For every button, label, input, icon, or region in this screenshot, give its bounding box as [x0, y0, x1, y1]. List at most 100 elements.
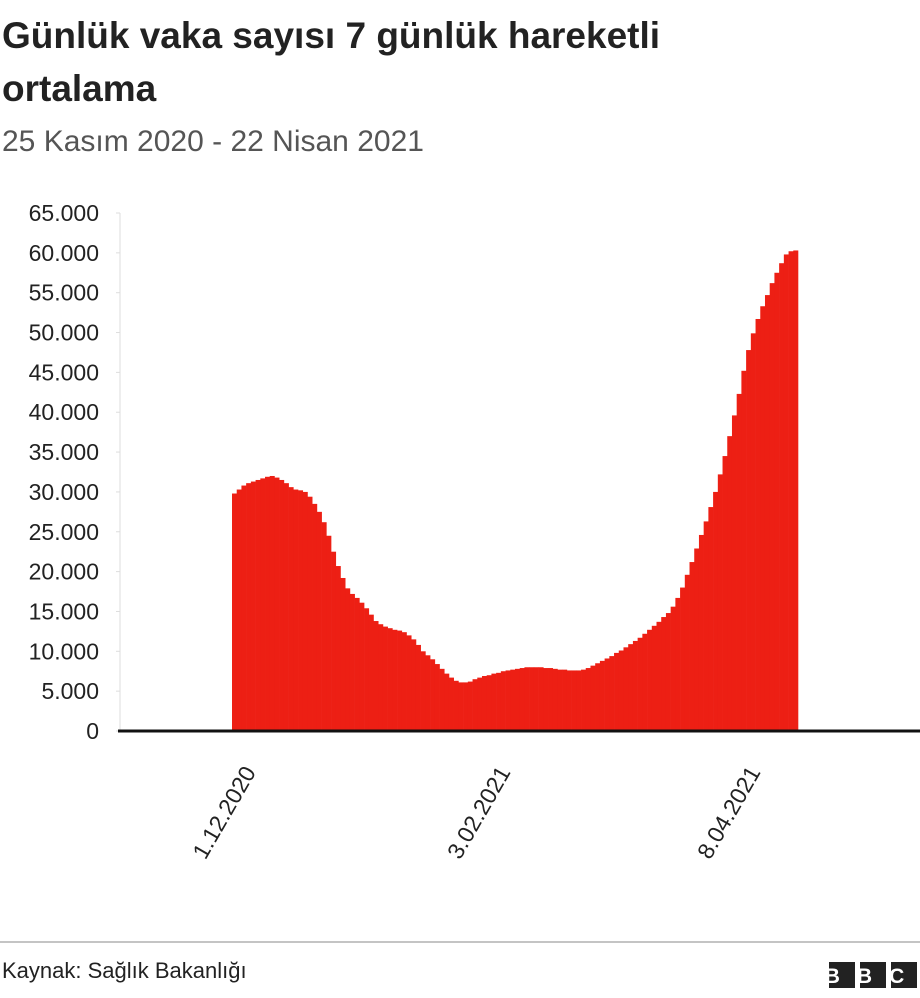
- bar: [321, 522, 327, 731]
- bar: [637, 637, 643, 731]
- bar: [236, 489, 242, 731]
- bar: [430, 659, 436, 731]
- bar: [614, 652, 620, 731]
- bar: [519, 668, 525, 731]
- y-tick-label: 50.000: [29, 320, 99, 346]
- bar: [448, 677, 454, 731]
- bar: [774, 272, 780, 731]
- y-tick-label: 10.000: [29, 638, 99, 664]
- bar: [486, 675, 492, 731]
- bar: [373, 621, 379, 731]
- bar: [595, 663, 601, 731]
- bar: [708, 507, 714, 731]
- bar: [694, 548, 700, 731]
- bar: [764, 295, 770, 731]
- bar: [552, 668, 558, 731]
- bar: [439, 668, 445, 731]
- y-tick-label: 65.000: [29, 200, 99, 226]
- bar: [269, 475, 275, 731]
- bar: [651, 625, 657, 731]
- y-tick-label: 45.000: [29, 359, 99, 385]
- bar: [727, 436, 733, 731]
- source: Kaynak: Sağlık Bakanlığı: [2, 958, 247, 983]
- bar: [302, 491, 308, 731]
- y-tick-label: 30.000: [29, 479, 99, 505]
- bar: [760, 306, 766, 731]
- bar: [415, 644, 421, 731]
- bar: [548, 668, 554, 731]
- bar: [260, 478, 266, 731]
- bar: [661, 617, 667, 731]
- bar: [354, 597, 360, 731]
- bar: [274, 477, 280, 731]
- bar: [293, 489, 299, 731]
- bar: [491, 673, 497, 731]
- bar: [675, 597, 681, 731]
- bar: [496, 672, 502, 731]
- bar: [656, 621, 662, 731]
- logo-text: BBC: [825, 965, 920, 988]
- bar: [477, 677, 483, 731]
- bar: [590, 665, 596, 731]
- y-tick-label: 35.000: [29, 439, 99, 465]
- bar: [298, 490, 304, 731]
- bar: [689, 562, 695, 731]
- bar: [481, 676, 487, 731]
- bar: [533, 667, 539, 731]
- bar: [632, 640, 638, 731]
- bar: [524, 667, 530, 731]
- bar: [788, 251, 794, 731]
- bar: [250, 481, 256, 731]
- bar: [783, 254, 789, 731]
- bar: [670, 606, 676, 731]
- bar: [326, 535, 332, 731]
- bar: [364, 608, 370, 731]
- bar: [232, 493, 238, 731]
- y-tick-label: 55.000: [29, 280, 99, 306]
- bar: [665, 613, 671, 731]
- bar: [335, 566, 341, 731]
- bar: [246, 483, 252, 731]
- bar: [265, 476, 271, 731]
- bar: [717, 474, 723, 731]
- bar: [434, 664, 440, 731]
- bar: [647, 629, 653, 731]
- bar: [368, 614, 374, 731]
- chart-subtitle: 25 Kasım 2020 - 22 Nisan 2021: [2, 125, 424, 158]
- logo: BBC: [825, 962, 920, 988]
- bar: [793, 250, 799, 731]
- bar: [331, 551, 337, 731]
- bar: [312, 503, 318, 731]
- bar: [392, 629, 398, 731]
- x-tick-label: 8.04.2021: [692, 762, 766, 864]
- bar: [609, 656, 615, 731]
- bar: [515, 668, 521, 731]
- y-tick-label: 15.000: [29, 598, 99, 624]
- bar: [453, 680, 459, 731]
- bar: [642, 633, 648, 731]
- bar: [581, 669, 587, 731]
- chart-title: Günlük vaka sayısı 7 günlük hareketli ort…: [2, 15, 660, 109]
- bar: [779, 263, 785, 731]
- bar: [741, 370, 747, 731]
- bar: [411, 639, 417, 731]
- bar: [255, 479, 261, 731]
- bar: [349, 593, 355, 731]
- bar: [382, 626, 388, 731]
- bar: [571, 670, 577, 731]
- y-tick-label: 40.000: [29, 399, 99, 425]
- bar: [543, 668, 549, 731]
- bar: [505, 670, 511, 731]
- bar: [755, 318, 761, 731]
- bar: [279, 479, 285, 731]
- bar: [557, 669, 563, 731]
- bar: [406, 635, 412, 731]
- bar: [345, 588, 351, 731]
- y-tick-label: 5.000: [41, 678, 99, 704]
- bar: [397, 630, 403, 731]
- bar: [562, 669, 568, 731]
- bar: [472, 679, 478, 731]
- bar: [316, 511, 322, 731]
- y-tick-label: 20.000: [29, 559, 99, 585]
